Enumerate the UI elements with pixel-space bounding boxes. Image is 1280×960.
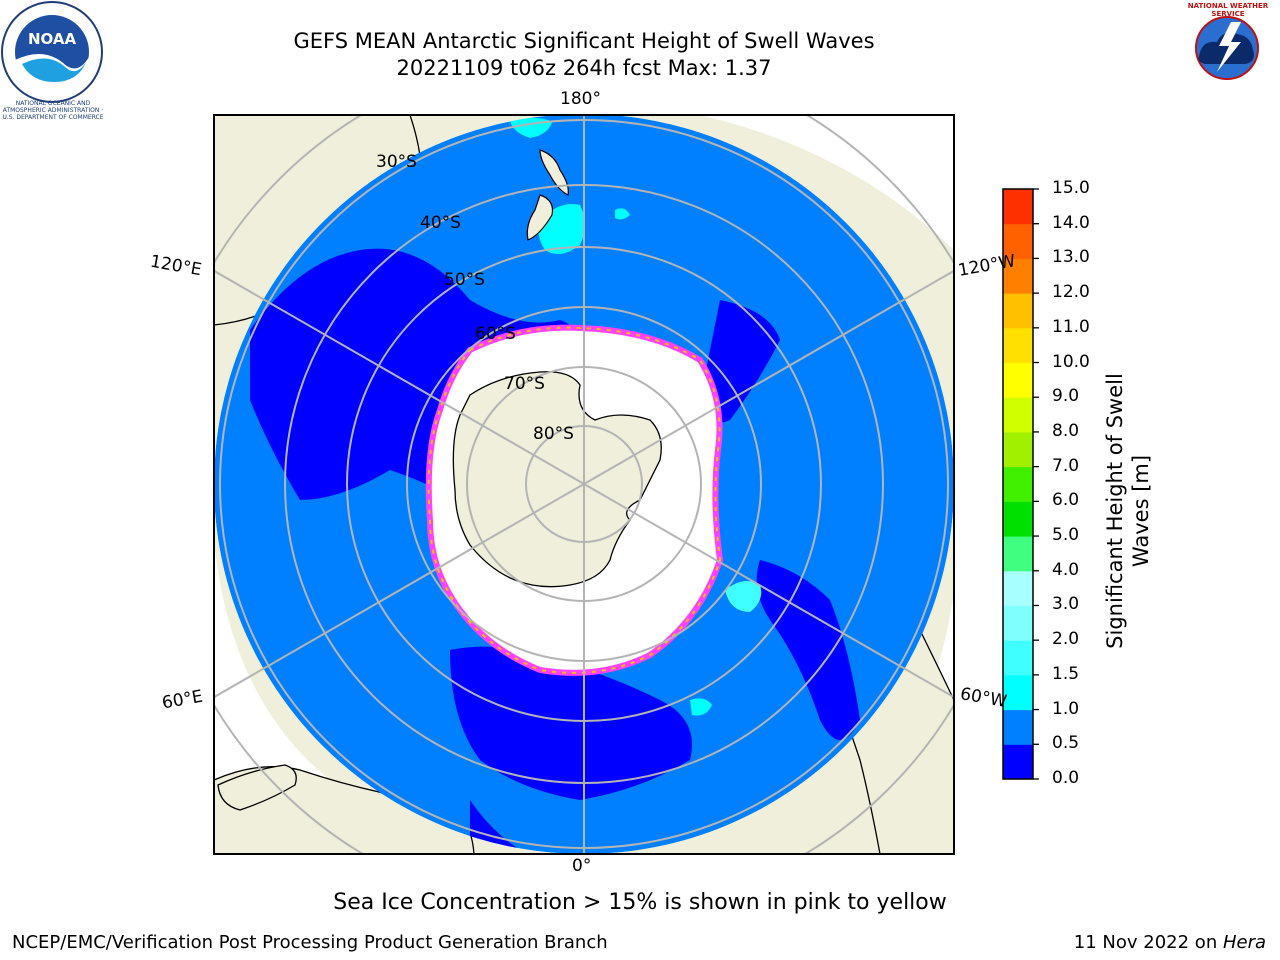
colorbar-tick-label: 10.0: [1052, 351, 1090, 372]
colorbar-segment: [1003, 362, 1033, 398]
colorbar-tick-label: 15.0: [1052, 178, 1090, 198]
colorbar-tick-label: 6.0: [1052, 490, 1080, 511]
colorbar-tick-label: 1.0: [1052, 698, 1080, 719]
svg-text:NOAA: NOAA: [28, 30, 77, 48]
map-title: GEFS MEAN Antarctic Significant Height o…: [293, 29, 875, 53]
lat-label: 30°S: [376, 152, 417, 172]
colorbar: [1003, 188, 1039, 780]
colorbar-tick-label: 5.0: [1052, 525, 1080, 546]
colorbar-tick-label: 0.5: [1052, 733, 1080, 754]
colorbar-segment: [1003, 431, 1033, 468]
colorbar-segment: [1003, 327, 1033, 364]
map-frame: [213, 114, 955, 855]
colorbar-title: Significant Height of Swell Waves [m]: [1103, 373, 1153, 649]
colorbar-segment: [1003, 501, 1033, 537]
colorbar-segment: [1003, 189, 1033, 225]
noaa-logo: NOAA: [1, 1, 103, 103]
footer-credit: NCEP/EMC/Verification Post Processing Pr…: [12, 932, 608, 953]
colorbar-tick-label: 3.0: [1052, 594, 1080, 615]
colorbar-segment: [1003, 744, 1033, 780]
sea-ice-caption: Sea Ice Concentration > 15% is shown in …: [333, 890, 947, 915]
lon-label-0: 0°: [572, 856, 592, 876]
colorbar-tick-label: 12.0: [1052, 282, 1090, 303]
colorbar-tick-label: 1.5: [1052, 663, 1080, 684]
map-subtitle: 20221109 t06z 264h fcst Max: 1.37: [396, 56, 772, 80]
colorbar-segment: [1003, 605, 1033, 641]
colorbar-segment: [1003, 397, 1033, 433]
colorbar-tick-label: 11.0: [1052, 316, 1090, 337]
colorbar-segment: [1003, 223, 1033, 259]
colorbar-segment: [1003, 466, 1033, 502]
colorbar-segment: [1003, 570, 1033, 606]
lat-label: 60°S: [475, 324, 516, 344]
colorbar-tick-label: 2.0: [1052, 629, 1080, 650]
lat-label: 40°S: [420, 213, 461, 233]
lon-label-180: 180°: [560, 89, 601, 109]
colorbar-segment: [1003, 674, 1033, 711]
map-area: [214, 115, 954, 854]
colorbar-tick-label: 0.0: [1052, 768, 1080, 788]
colorbar-tick-label: 14.0: [1052, 212, 1090, 233]
land-new-zealand: [539, 149, 569, 196]
noaa-ring-text: NATIONAL OCEANIC AND ATMOSPHERIC ADMINIS…: [2, 100, 104, 121]
colorbar-tick-label: 13.0: [1052, 247, 1090, 268]
nws-logo: [1179, 0, 1275, 96]
colorbar-segment: [1003, 258, 1033, 294]
colorbar-tick-label: 8.0: [1052, 420, 1080, 441]
lat-label: 80°S: [533, 424, 574, 444]
colorbar-segment: [1003, 293, 1033, 329]
lat-label: 50°S: [444, 270, 485, 290]
colorbar-tick-label: 7.0: [1052, 455, 1080, 476]
colorbar-segment: [1003, 709, 1033, 745]
colorbar-tick-label: 4.0: [1052, 559, 1080, 580]
colorbar-tick-label: 9.0: [1052, 386, 1080, 407]
colorbar-segment: [1003, 640, 1033, 676]
meridians: [214, 115, 954, 854]
lat-label: 70°S: [504, 374, 545, 394]
land-antarctica: [452, 371, 662, 588]
colorbar-segment: [1003, 536, 1033, 572]
nws-ring-text: NATIONAL WEATHER SERVICE: [1187, 2, 1269, 18]
footer-date: 11 Nov 2022 on Hera: [1073, 932, 1266, 953]
